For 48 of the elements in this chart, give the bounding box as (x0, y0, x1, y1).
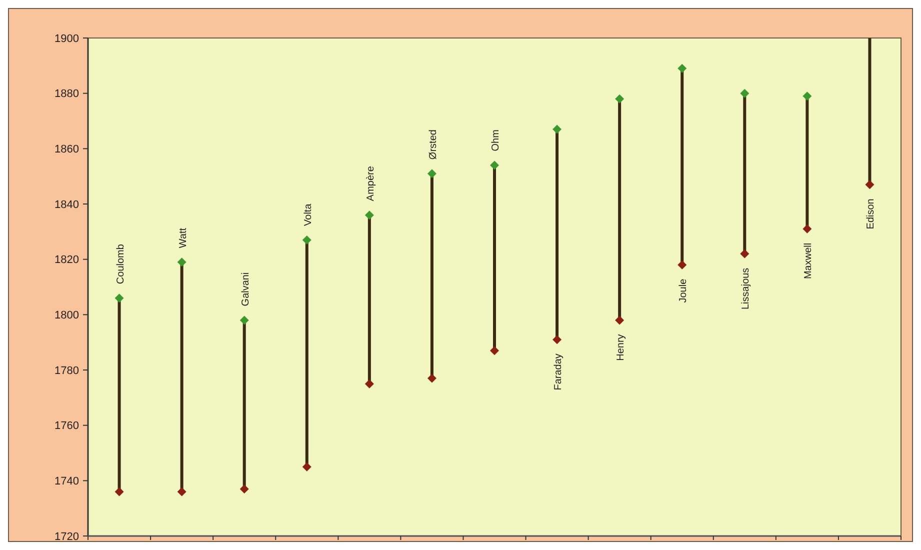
y-tick-label: 1860 (54, 144, 79, 156)
point (240, 484, 249, 494)
point (364, 210, 374, 220)
x-tick-label: Ørsted (428, 130, 439, 160)
y-tick-label: 1760 (54, 420, 79, 432)
y-tick-label: 1720 (54, 530, 79, 543)
point (177, 487, 186, 496)
point (302, 462, 312, 472)
point (427, 374, 436, 383)
point (552, 335, 562, 344)
point (490, 160, 499, 170)
x-tick-label: Volta (302, 203, 314, 226)
point (552, 124, 562, 134)
point (740, 249, 750, 258)
x-tick-label: Edison (866, 198, 877, 230)
point (114, 487, 124, 496)
point (427, 169, 436, 178)
point (740, 88, 750, 98)
x-tick-label: Henry (616, 334, 627, 361)
point (865, 180, 874, 190)
point (240, 316, 249, 325)
point (802, 224, 812, 234)
x-tick-label: Joule (678, 278, 690, 303)
point (615, 94, 624, 104)
y-tick-label: 1900 (54, 32, 79, 45)
x-tick-label: Watt (178, 228, 189, 248)
y-tick-label: 1780 (54, 364, 79, 377)
x-tick-label: Coulomb (115, 244, 126, 284)
point (114, 294, 124, 303)
x-tick-label: Lissajous (740, 268, 752, 310)
point (802, 92, 812, 101)
y-tick-label: 1820 (54, 254, 79, 266)
point (615, 316, 624, 325)
y-tick-label: 1880 (54, 88, 79, 100)
point (302, 235, 312, 244)
x-tick-label: Maxwell (803, 242, 814, 280)
x-tick-label: Ohm (490, 130, 502, 152)
x-tick-label: Faraday (553, 354, 564, 390)
y-tick-label: 1840 (54, 198, 79, 211)
y-tick-label: 1800 (54, 310, 79, 322)
point (177, 258, 186, 267)
x-tick-label: Galvani (240, 272, 252, 306)
point (490, 346, 499, 356)
y-tick-label: 1740 (54, 476, 79, 488)
x-tick-label: Ampère (365, 166, 376, 202)
point (678, 64, 687, 73)
point (364, 379, 374, 388)
point (678, 260, 687, 270)
